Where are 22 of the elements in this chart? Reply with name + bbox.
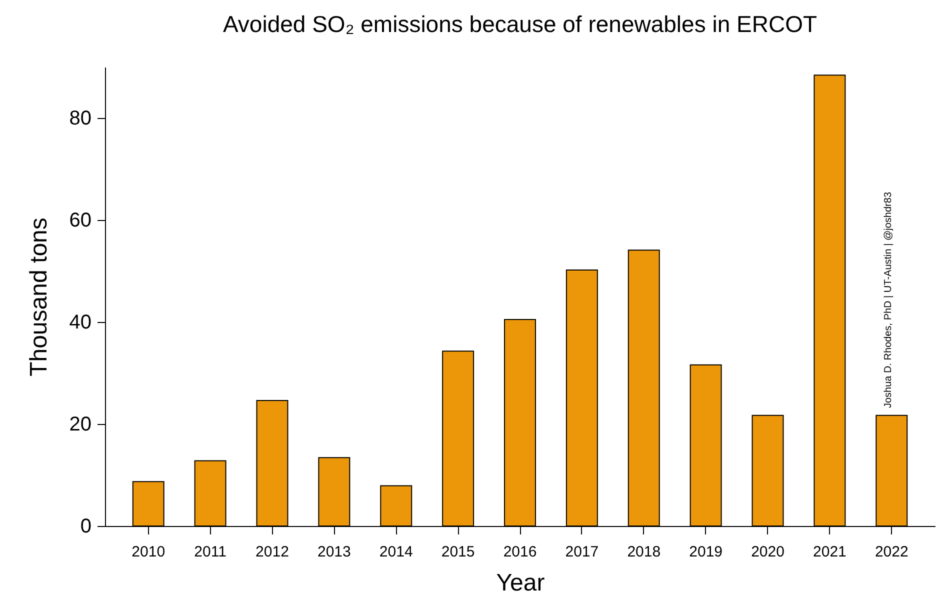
- y-tick-label: 0: [80, 516, 92, 538]
- y-tick-label: 20: [69, 414, 92, 436]
- x-tick-label: 2016: [503, 544, 537, 560]
- y-axis-title: Thousand tons: [25, 218, 52, 376]
- chart-title: Avoided SO₂ emissions because of renewables in ERCOT: [222, 11, 818, 37]
- x-tick-label: 2017: [565, 544, 599, 560]
- x-tick-label: 2020: [751, 544, 784, 560]
- annotation: Joshua D. Rhodes, PhD | UT-Austin | @joshdr83: [883, 192, 894, 408]
- x-tick-label: 2018: [627, 544, 661, 560]
- x-tick-label: 2014: [379, 544, 413, 560]
- x-axis-title: Year: [496, 570, 545, 596]
- x-tick-label: 2022: [874, 544, 908, 560]
- x-tick-label: 2021: [813, 544, 846, 560]
- x-tick-label: 2019: [689, 544, 723, 560]
- x-tick-label: 2015: [441, 544, 475, 560]
- x-tick-label: 2010: [132, 544, 166, 560]
- y-tick-label: 60: [69, 210, 92, 232]
- y-tick-label: 40: [69, 312, 92, 334]
- y-tick-label: 80: [69, 108, 92, 130]
- x-tick-label: 2011: [194, 544, 226, 560]
- x-tick-label: 2012: [256, 544, 289, 560]
- x-tick-label: 2013: [317, 544, 351, 560]
